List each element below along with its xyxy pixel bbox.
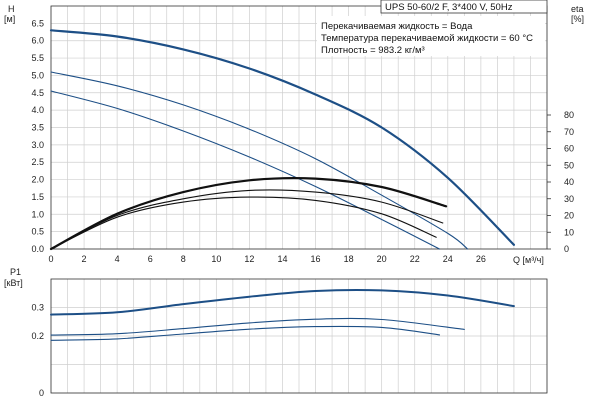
- h-tick-label: 5.5: [31, 53, 44, 63]
- x-tick-label: 20: [377, 254, 387, 264]
- eta-tick-label: 20: [564, 211, 574, 221]
- h-tick-label: 1.5: [31, 192, 44, 202]
- x-tick-label: 22: [410, 254, 420, 264]
- head-curve: [50, 71, 469, 250]
- x-tick-label: 0: [48, 254, 53, 264]
- h-tick-label: 5.0: [31, 70, 44, 80]
- x-tick-label: 10: [211, 254, 221, 264]
- efficiency-curve: [49, 176, 448, 251]
- info-line-density: Плотность = 983.2 кг/м³: [321, 45, 425, 56]
- eta-axis-unit: [%]: [571, 14, 584, 24]
- model-box: [380, 0, 548, 14]
- x-tick-label: 4: [115, 254, 120, 264]
- h-axis-label: H: [8, 4, 15, 14]
- x-tick-label: 16: [311, 254, 321, 264]
- p1-tick-label: 0.3: [31, 303, 44, 313]
- h-tick-label: 4.0: [31, 105, 44, 115]
- h-tick-label: 0.5: [31, 227, 44, 237]
- eta-tick-label: 80: [564, 110, 574, 120]
- power-curve: [50, 317, 465, 336]
- eta-tick-label: 0: [564, 244, 569, 254]
- h-tick-label: 2.5: [31, 157, 44, 167]
- p1-tick-label: 0: [39, 388, 44, 398]
- h-tick-label: 0.0: [31, 244, 44, 254]
- p1-tick-label: 0.2: [31, 331, 44, 341]
- head-axis-ticks: 0 2 4 6 8 10 12 14 16 18 20 22 24 260.00.51.01.52.02.…: [31, 18, 574, 264]
- info-line-temperature: Температура перекачиваемой жидкости = 60…: [321, 33, 533, 44]
- x-tick-label: 8: [181, 254, 186, 264]
- h-tick-label: 6.5: [31, 18, 44, 28]
- eta-axis-label: eta: [571, 4, 584, 14]
- p1-axis-unit: [кВт]: [4, 278, 23, 288]
- power-plot-frame: [50, 278, 548, 394]
- x-tick-label: 26: [476, 254, 486, 264]
- power-axis-ticks: 0 0.2 0.3: [31, 303, 44, 399]
- power-curve: [50, 288, 515, 316]
- h-tick-label: 3.0: [31, 140, 44, 150]
- head-curve: [49, 29, 515, 246]
- h-tick-label: 1.0: [31, 209, 44, 219]
- eta-tick-label: 40: [564, 177, 574, 187]
- eta-tick-label: 50: [564, 160, 574, 170]
- efficiency-curve: [50, 196, 437, 250]
- head-curve: [50, 90, 441, 250]
- eta-tick-label: 70: [564, 127, 574, 137]
- info-line-fluid: Перекачиваемая жидкость = Вода: [321, 21, 473, 32]
- power-curve: [50, 325, 441, 341]
- x-tick-label: 6: [148, 254, 153, 264]
- eta-tick-label: 30: [564, 194, 574, 204]
- head-plot-frame: [50, 5, 548, 250]
- x-tick-label: 24: [443, 254, 453, 264]
- eta-tick-label: 10: [564, 227, 574, 237]
- power-grid: [50, 279, 548, 394]
- x-tick-label: 12: [244, 254, 254, 264]
- x-tick-label: 14: [277, 254, 287, 264]
- h-tick-label: 6.0: [31, 36, 44, 46]
- x-tick-label: 2: [82, 254, 87, 264]
- x-tick-label: 18: [344, 254, 354, 264]
- curves: [49, 29, 515, 341]
- h-tick-label: 2.0: [31, 175, 44, 185]
- h-axis-unit: [м]: [4, 14, 15, 24]
- info-box-bg: [317, 16, 545, 56]
- p1-axis-label: P1: [10, 267, 21, 277]
- eta-tick-label: 60: [564, 144, 574, 154]
- q-axis-label: Q [м³/ч]: [513, 255, 544, 265]
- h-tick-label: 3.5: [31, 123, 44, 133]
- efficiency-curve: [50, 189, 444, 250]
- h-tick-label: 4.5: [31, 88, 44, 98]
- model-title: UPS 50-60/2 F, 3*400 V, 50Hz: [385, 2, 513, 13]
